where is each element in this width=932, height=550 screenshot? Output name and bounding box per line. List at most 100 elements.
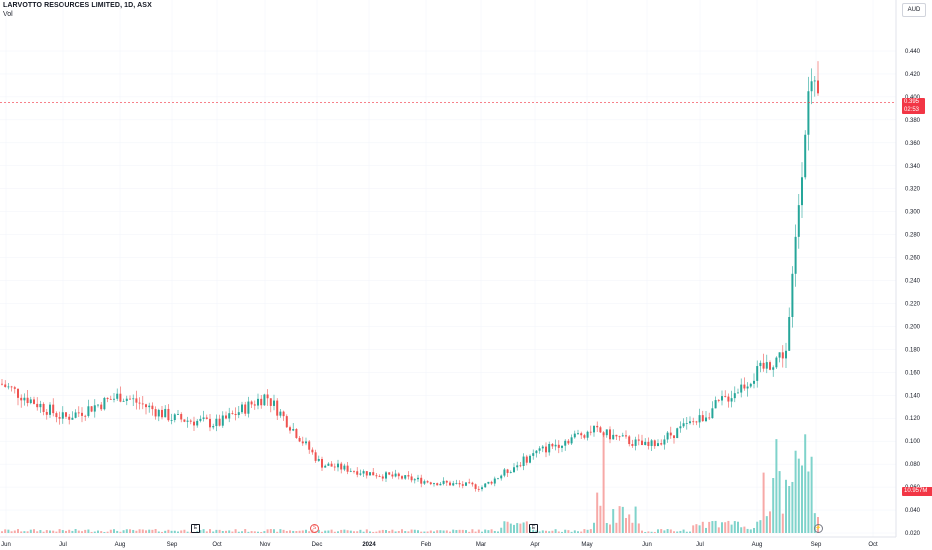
news-marker[interactable]: ⚡ xyxy=(814,524,823,533)
time-tick-label: Jul xyxy=(696,542,704,548)
volume-bar xyxy=(209,529,211,533)
candle-body xyxy=(327,463,330,466)
candle-body xyxy=(721,396,723,401)
volume-bar xyxy=(68,529,71,533)
volume-bar xyxy=(708,521,711,533)
volume-bar xyxy=(519,523,522,533)
volume-bar xyxy=(58,529,61,533)
candle-body xyxy=(551,443,554,447)
volume-bar xyxy=(807,471,810,533)
volume-bar xyxy=(433,531,435,533)
volume-bar xyxy=(801,465,803,533)
volume-bar xyxy=(97,530,99,533)
candle-body xyxy=(471,482,474,485)
price-tick-label: 0.140 xyxy=(905,393,921,399)
candle-body xyxy=(4,384,7,387)
candle-body xyxy=(253,404,256,406)
candle-body xyxy=(589,431,592,433)
candle-body xyxy=(234,413,237,416)
volume-bar xyxy=(804,434,807,533)
volume-bar xyxy=(506,521,509,533)
volume-bar xyxy=(557,531,560,533)
volume-bar xyxy=(503,521,506,533)
candle-body xyxy=(202,417,205,419)
volume-bar xyxy=(759,520,762,533)
volume-bar xyxy=(177,531,179,533)
volume-bar xyxy=(289,530,291,533)
currency-button[interactable]: AUD xyxy=(902,3,926,17)
candle-body xyxy=(244,404,247,414)
candle-body xyxy=(90,406,93,412)
time-tick-label: Oct xyxy=(868,542,878,548)
earnings-marker[interactable]: E xyxy=(529,524,538,533)
volume-bar xyxy=(417,530,419,533)
candle-body xyxy=(541,446,544,449)
candle-body xyxy=(84,415,87,417)
price-tick-label: 0.200 xyxy=(905,324,921,330)
volume-bar xyxy=(580,531,583,533)
candle-body xyxy=(429,482,432,485)
volume-bar xyxy=(167,529,170,533)
split-marker[interactable]: S xyxy=(310,524,319,533)
candle-body xyxy=(145,404,147,408)
candle-body xyxy=(548,443,551,453)
candle-body xyxy=(340,463,343,470)
price-candles xyxy=(1,61,819,492)
volume-bar xyxy=(17,529,19,533)
candle-body xyxy=(343,465,346,470)
candle-body xyxy=(621,435,624,437)
volume-bar xyxy=(724,522,727,533)
candle-body xyxy=(631,444,634,446)
volume-bar xyxy=(791,481,794,533)
candle-body xyxy=(487,481,490,484)
volume-bar xyxy=(349,530,352,533)
candle-body xyxy=(586,431,589,438)
volume-bar xyxy=(279,529,282,533)
grid-lines xyxy=(0,0,896,537)
volume-bar xyxy=(410,529,413,533)
volume-bar xyxy=(586,529,589,533)
volume-bar xyxy=(413,529,416,533)
candle-body xyxy=(375,475,378,477)
candle-body xyxy=(29,399,32,404)
candle-body xyxy=(561,445,563,448)
candle-body xyxy=(308,441,311,450)
candle-body xyxy=(781,352,784,359)
candle-body xyxy=(61,412,64,419)
volume-bar xyxy=(404,531,407,533)
volume-bar xyxy=(650,531,653,533)
earnings-marker[interactable]: E xyxy=(191,524,200,533)
candle-body xyxy=(717,400,720,401)
candle-body xyxy=(583,435,586,438)
volume-bar xyxy=(493,530,496,533)
candle-body xyxy=(657,443,659,447)
volume-bar xyxy=(644,531,647,533)
volume-bar xyxy=(20,531,23,533)
volume-bar xyxy=(250,531,253,533)
volume-bar xyxy=(26,531,29,533)
candle-body xyxy=(362,471,365,474)
candle-body xyxy=(52,404,55,414)
candle-body xyxy=(791,273,794,318)
candle-body xyxy=(295,429,298,438)
time-tick-label: Aug xyxy=(115,542,126,548)
volume-bar xyxy=(733,521,736,533)
countdown-timer: 02:53 xyxy=(904,107,920,113)
time-axis: Jun Jul Aug Sep Oct Nov Dec 2024 Feb Mar Apr May Jun… xyxy=(1,542,878,548)
volume-bar xyxy=(65,530,67,533)
candle-body xyxy=(17,388,19,398)
candle-body xyxy=(314,452,317,461)
volume-bar xyxy=(170,530,173,533)
price-tick-label: 0.420 xyxy=(905,72,921,78)
volume-bar xyxy=(573,530,576,533)
volume-bar xyxy=(778,471,781,533)
volume-bar xyxy=(602,434,605,533)
candle-body xyxy=(199,418,202,421)
volume-bar xyxy=(388,531,391,533)
volume-bar xyxy=(81,531,83,533)
candle-body xyxy=(298,437,301,442)
volume-bar xyxy=(487,530,490,533)
volume-bar xyxy=(321,531,323,533)
candle-body xyxy=(33,399,35,404)
